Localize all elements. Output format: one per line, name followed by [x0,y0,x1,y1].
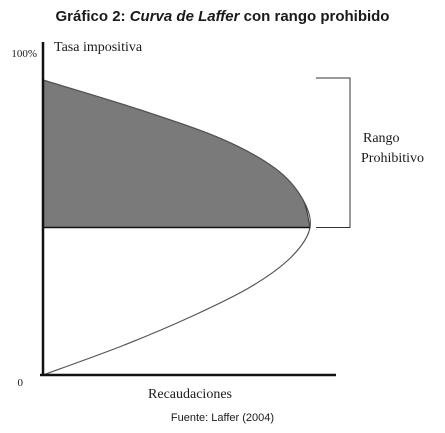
chart-title: Gráfico 2: Curva de Laffer con rango pro… [0,8,445,25]
y-tick-label-100: 100% [11,48,37,60]
source-note: Fuente: Laffer (2004) [170,412,275,424]
annotation-line-2: Prohibitivo [361,151,424,166]
title-suffix: con rango prohibido [243,8,390,25]
x-axis-label: Recaudaciones [148,387,232,402]
laffer-curve-line [42,79,312,376]
y-axis-label: Tasa impositiva [54,40,143,55]
y-tick-label-0: 0 [18,377,24,389]
annotation-line-1: Rango [363,131,400,146]
title-emphasis: Curva de Laffer [129,8,240,25]
prohibitive-region-area [42,79,311,228]
title-prefix: Gráfico 2: [55,8,126,25]
prohibitive-range-bracket [316,77,351,228]
